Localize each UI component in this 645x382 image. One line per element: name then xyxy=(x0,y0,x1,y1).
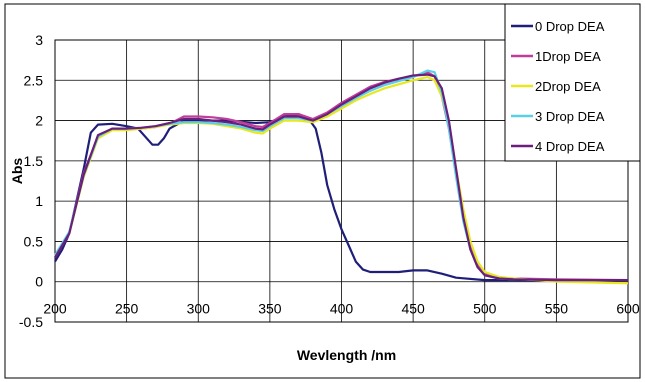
x-tick-label: 200 xyxy=(43,301,67,317)
legend-label-4: 3 Drop DEA xyxy=(535,109,605,124)
x-tick-label: 300 xyxy=(187,301,211,317)
y-tick-label: 0.5 xyxy=(24,233,44,249)
y-tick-label: 2.5 xyxy=(24,72,44,88)
y-tick-label: 3 xyxy=(35,32,43,48)
x-tick-label: 350 xyxy=(258,301,282,317)
legend-label-5: 4 Drop DEA xyxy=(535,139,605,154)
legend-label-2: 1Drop DEA xyxy=(535,49,601,64)
series-line-5 xyxy=(54,73,628,282)
plot-border xyxy=(54,39,629,323)
y-tick-label: 1 xyxy=(35,193,43,209)
x-tick-label: 500 xyxy=(473,301,497,317)
y-tick-label: 0 xyxy=(35,274,43,290)
y-axis-title: Abs xyxy=(9,158,25,185)
legend-label-3: 2Drop DEA xyxy=(535,79,601,94)
x-tick-label: 550 xyxy=(545,301,569,317)
legend-box xyxy=(504,3,641,162)
x-tick-label: 400 xyxy=(330,301,354,317)
y-tick-label: -0.5 xyxy=(19,314,43,330)
x-tick-label: 450 xyxy=(401,301,425,317)
x-tick-label: 600 xyxy=(616,301,640,317)
y-tick-label: 1.5 xyxy=(24,153,44,169)
x-tick-label: 250 xyxy=(115,301,139,317)
legend-label-1: 0 Drop DEA xyxy=(535,19,605,34)
y-tick-label: 2 xyxy=(35,113,43,129)
x-axis-title: Wevlength /nm xyxy=(297,347,396,363)
